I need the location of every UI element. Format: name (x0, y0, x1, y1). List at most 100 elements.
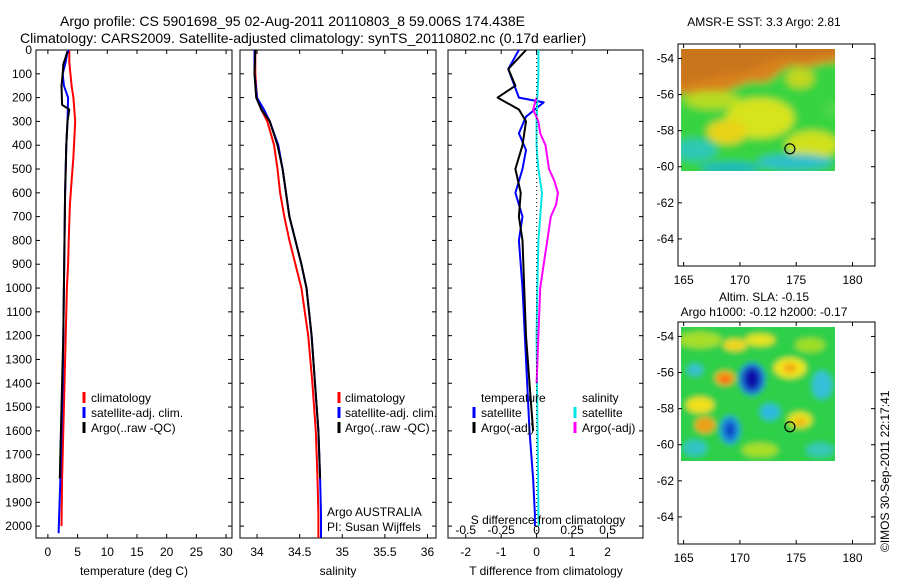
map-x-tick-label: 180 (842, 551, 862, 565)
map-y-tick-label: -64 (657, 232, 675, 246)
series-argo-raw-qc (253, 49, 322, 479)
map-y-tick-label: -64 (657, 510, 675, 524)
map-x-tick-label: 180 (842, 273, 862, 287)
s-tick-label: 0 (533, 523, 540, 537)
legend-argo: Argo(..raw -QC) (91, 421, 176, 435)
difference-axes (447, 49, 644, 539)
legend-satellite: satellite-adj. clim. (345, 406, 437, 420)
map-y-tick-label: -62 (657, 196, 675, 210)
map-y-tick-label: -54 (657, 329, 675, 343)
difference-legend: temperature satellite Argo(-adj) salinit… (472, 391, 635, 435)
map-x-tick-label: 170 (730, 551, 750, 565)
float-pi: PI: Susan Wijffels (327, 520, 421, 534)
s-tick-label: -0.5 (455, 523, 476, 537)
s-tick-label: 0.5 (599, 523, 616, 537)
map-y-tick-label: -60 (657, 160, 675, 174)
map-x-tick-label: 170 (730, 273, 750, 287)
legend-temperature-title: temperature (481, 391, 546, 405)
depth-tick-label: 100 (12, 67, 32, 81)
argo-position-marker (784, 143, 796, 155)
difference-xlabel: T difference from climatology (469, 564, 623, 578)
depth-tick-label: 900 (12, 257, 32, 271)
x-tick-label: 0 (45, 545, 52, 559)
depth-tick-label: 0 (25, 43, 32, 57)
legend-s-satellite: satellite (582, 406, 623, 420)
series-climatology (60, 50, 77, 527)
depth-tick-label: 800 (12, 233, 32, 247)
temperature-panel: 0100200300400500600700800900100011001200… (5, 43, 233, 559)
x-tick-label: 34 (250, 545, 264, 559)
salinity-xlabel: salinity (320, 564, 357, 578)
series-climatology (254, 50, 320, 538)
map-x-tick-label: 165 (674, 551, 694, 565)
x-tick-label: 35 (336, 545, 350, 559)
depth-tick-label: 300 (12, 114, 32, 128)
series-argo-raw-qc (58, 50, 71, 479)
title-line-2: Climatology: CARS2009. Satellite-adjuste… (20, 30, 586, 46)
sst-heatmap (681, 49, 835, 171)
legend-t-argo: Argo(-adj) (481, 421, 534, 435)
map-y-tick-label: -60 (657, 438, 675, 452)
temperature-xlabel: temperature (deg C) (80, 564, 188, 578)
map-y-tick-label: -56 (657, 366, 675, 380)
float-owner: Argo AUSTRALIA (327, 505, 422, 519)
depth-tick-label: 1100 (6, 305, 32, 319)
salinity-axes (239, 49, 437, 539)
x-tick-label: -2 (460, 545, 471, 559)
map-x-tick-label: 175 (786, 273, 806, 287)
temperature-legend: climatology satellite-adj. clim. Argo(..… (82, 391, 183, 435)
x-tick-label: 25 (190, 545, 204, 559)
legend-climatology: climatology (91, 391, 151, 405)
legend-argo: Argo(..raw -QC) (345, 421, 430, 435)
legend-s-argo: Argo(-adj) (582, 421, 635, 435)
depth-tick-label: 500 (12, 162, 32, 176)
sst-map-ticks: 165 170 175 180 -54 -56 -58 -60 -62 -64 (657, 44, 875, 287)
sla-map-axes (677, 321, 876, 545)
difference-panel: -2 -1 0 1 2 -0.5 -0.25 0 0.25 0.5 (448, 49, 643, 559)
x-tick-label: 20 (160, 545, 174, 559)
title-line-1: Argo profile: CS 5901698_95 02-Aug-2011 … (60, 13, 525, 29)
series-satellite-adj-clim (253, 50, 322, 538)
series-salinity-argo-adj (532, 97, 559, 384)
argo-position-marker (784, 421, 796, 433)
s-tick-label: 0.25 (560, 523, 584, 537)
map-y-tick-label: -54 (657, 51, 675, 65)
x-tick-label: 5 (74, 545, 81, 559)
map-y-tick-label: -62 (657, 474, 675, 488)
depth-tick-label: 1600 (5, 424, 32, 438)
depth-tick-label: 1400 (5, 376, 32, 390)
sla-map-title-1: Altim. SLA: -0.15 (719, 290, 809, 304)
x-tick-label: 34.5 (288, 545, 312, 559)
temperature-axes (35, 49, 233, 539)
depth-tick-label: 1300 (5, 352, 32, 366)
legend-t-satellite: satellite (481, 406, 522, 420)
depth-tick-label: 600 (12, 186, 32, 200)
sla-map-title-2: Argo h1000: -0.12 h2000: -0.17 (681, 305, 848, 319)
salinity-legend: climatology satellite-adj. clim. Argo(..… (337, 391, 437, 435)
depth-tick-label: 1800 (5, 471, 32, 485)
map-y-tick-label: -58 (657, 402, 675, 416)
series-temperature-argo-adj (496, 49, 535, 431)
legend-satellite: satellite-adj. clim. (91, 406, 183, 420)
depth-tick-label: 1000 (5, 281, 32, 295)
depth-tick-label: 400 (12, 138, 32, 152)
x-tick-label: 10 (101, 545, 115, 559)
s-tick-label: -0.25 (488, 523, 516, 537)
x-tick-label: 2 (604, 545, 611, 559)
x-tick-label: 36 (421, 545, 435, 559)
depth-tick-label: 1500 (5, 400, 32, 414)
salinity-panel: 34 34.5 35 35.5 36 (240, 49, 436, 559)
legend-salinity-title: salinity (582, 391, 619, 405)
sst-map-title: AMSR-E SST: 3.3 Argo: 2.81 (687, 15, 841, 29)
depth-tick-label: 700 (12, 210, 32, 224)
series-salinity-satellite (535, 50, 543, 527)
x-tick-label: 35.5 (373, 545, 397, 559)
legend-climatology: climatology (345, 391, 405, 405)
x-tick-label: 30 (219, 545, 233, 559)
map-y-tick-label: -58 (657, 124, 675, 138)
sla-heatmap (681, 327, 835, 461)
sla-map-ticks: 165 170 175 180 -54 -56 -58 -60 -62 -64 (657, 322, 875, 565)
depth-tick-label: 1700 (5, 448, 32, 462)
map-x-tick-label: 175 (786, 551, 806, 565)
